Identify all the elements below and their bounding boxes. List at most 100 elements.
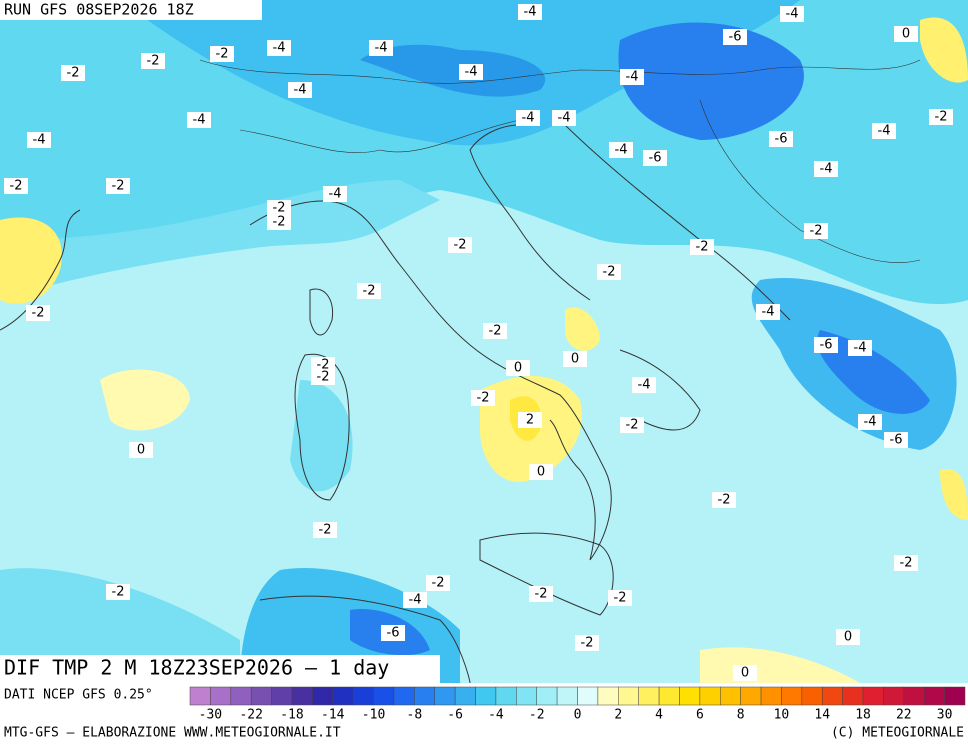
contour-label-box [552,110,576,126]
contour-label: -2 [935,110,948,125]
contour-label-box [267,214,291,230]
contour-label-box [563,351,587,367]
contour-label: -4 [864,415,877,430]
contour-label-box [769,131,793,147]
contour-label-box [597,264,621,280]
contour-label: -2 [112,585,125,600]
legend-tick-label: 10 [774,708,790,723]
contour-label-box [369,40,393,56]
contour-label-box [483,323,507,339]
contour-label: -4 [522,111,535,126]
legend-tick-label: 2 [614,708,622,723]
legend-swatch [577,686,599,706]
contour-label-box [712,492,736,508]
legend-tick-label: 14 [814,708,830,723]
contour-label-box [620,417,644,433]
contour-label: -2 [273,215,286,230]
legend-swatch [679,686,701,706]
legend-swatch [801,686,823,706]
legend-tick-label: -8 [407,708,423,723]
contour-label-box [836,629,860,645]
contour-label-box [814,161,838,177]
contour-label-box [609,142,633,158]
legend-swatch [454,686,476,706]
contour-label: -4 [615,143,628,158]
contour-label-box [26,305,50,321]
contour-label: -4 [626,70,639,85]
contour-label-box [858,414,882,430]
coastlines [0,59,921,684]
contour-label: -6 [820,338,833,353]
contour-label-box [756,304,780,320]
legend-swatch [352,686,374,706]
contour-label-box [311,369,335,385]
contour-label: -4 [878,124,891,139]
contour-label-box [575,635,599,651]
legend-swatch [271,686,293,706]
contour-label: -2 [810,224,823,239]
legend-swatch [475,686,497,706]
contour-label-box [381,625,405,641]
legend-swatch [516,686,537,706]
contour-label-box [884,432,908,448]
contour-label-box [516,110,540,126]
contour-label-box [459,64,483,80]
legend-tick-label: -2 [529,708,545,723]
legend-swatch [903,686,925,706]
contour-label-box [27,132,51,148]
contour-label: -4 [558,111,571,126]
contour-label-box [106,584,130,600]
contour-label: -2 [363,284,376,299]
contour-label-box [518,4,542,20]
contour-label-box [403,592,427,608]
contour-label-box [448,237,472,253]
contour-label: -2 [696,240,709,255]
contour-label: -2 [535,587,548,602]
legend-swatch [414,686,435,706]
contour-label: -6 [775,132,788,147]
contour-label-box [106,178,130,194]
contour-label: -4 [762,305,775,320]
contour-label-box [620,69,644,85]
contour-label-box [894,555,918,571]
color-legend: -30 -22 -18 -14 -10 -8 -6 -4 -2 0 2 4 6 8 10 14 18 22 30 [189,686,966,723]
contour-label-box [506,360,530,376]
contour-label: -4 [329,187,342,202]
contour-label: -2 [432,576,445,591]
legend-swatch [332,686,354,706]
contour-label: -2 [454,238,467,253]
contour-label: -2 [216,47,229,62]
contour-label: -4 [524,5,537,20]
contour-label-box [872,123,896,139]
legend-tick-label: -18 [280,708,303,723]
legend-swatch [699,686,721,706]
legend-tick-label: -22 [239,708,262,723]
contour-label: 0 [514,361,522,376]
contour-label-box [608,590,632,606]
contour-label-box [518,412,542,428]
contour-label-box [426,575,450,591]
legend-swatch [658,686,680,706]
map-title: DIF TMP 2 M 18Z23SEP2026 – 1 day [4,656,389,680]
contour-label-box [267,40,291,56]
contour-label: -4 [820,162,833,177]
contour-label-box [313,522,337,538]
contour-label: -6 [649,151,662,166]
legend-swatch [944,686,966,706]
legend-tick-label: 30 [937,708,953,723]
contour-label-box [61,65,85,81]
legend-swatch [230,686,252,706]
contour-label: -2 [489,324,502,339]
contour-label: -2 [32,306,45,321]
contour-label-box [187,112,211,128]
contour-label-box [323,186,347,202]
legend-tick-label: 22 [896,708,912,723]
contour-label-box [643,150,667,166]
contour-label: 0 [537,465,545,480]
legend-swatch [862,686,884,706]
contour-label: -2 [67,66,80,81]
legend-tick-label: -10 [362,708,385,723]
title-box [0,655,440,683]
contour-label: -2 [626,418,639,433]
